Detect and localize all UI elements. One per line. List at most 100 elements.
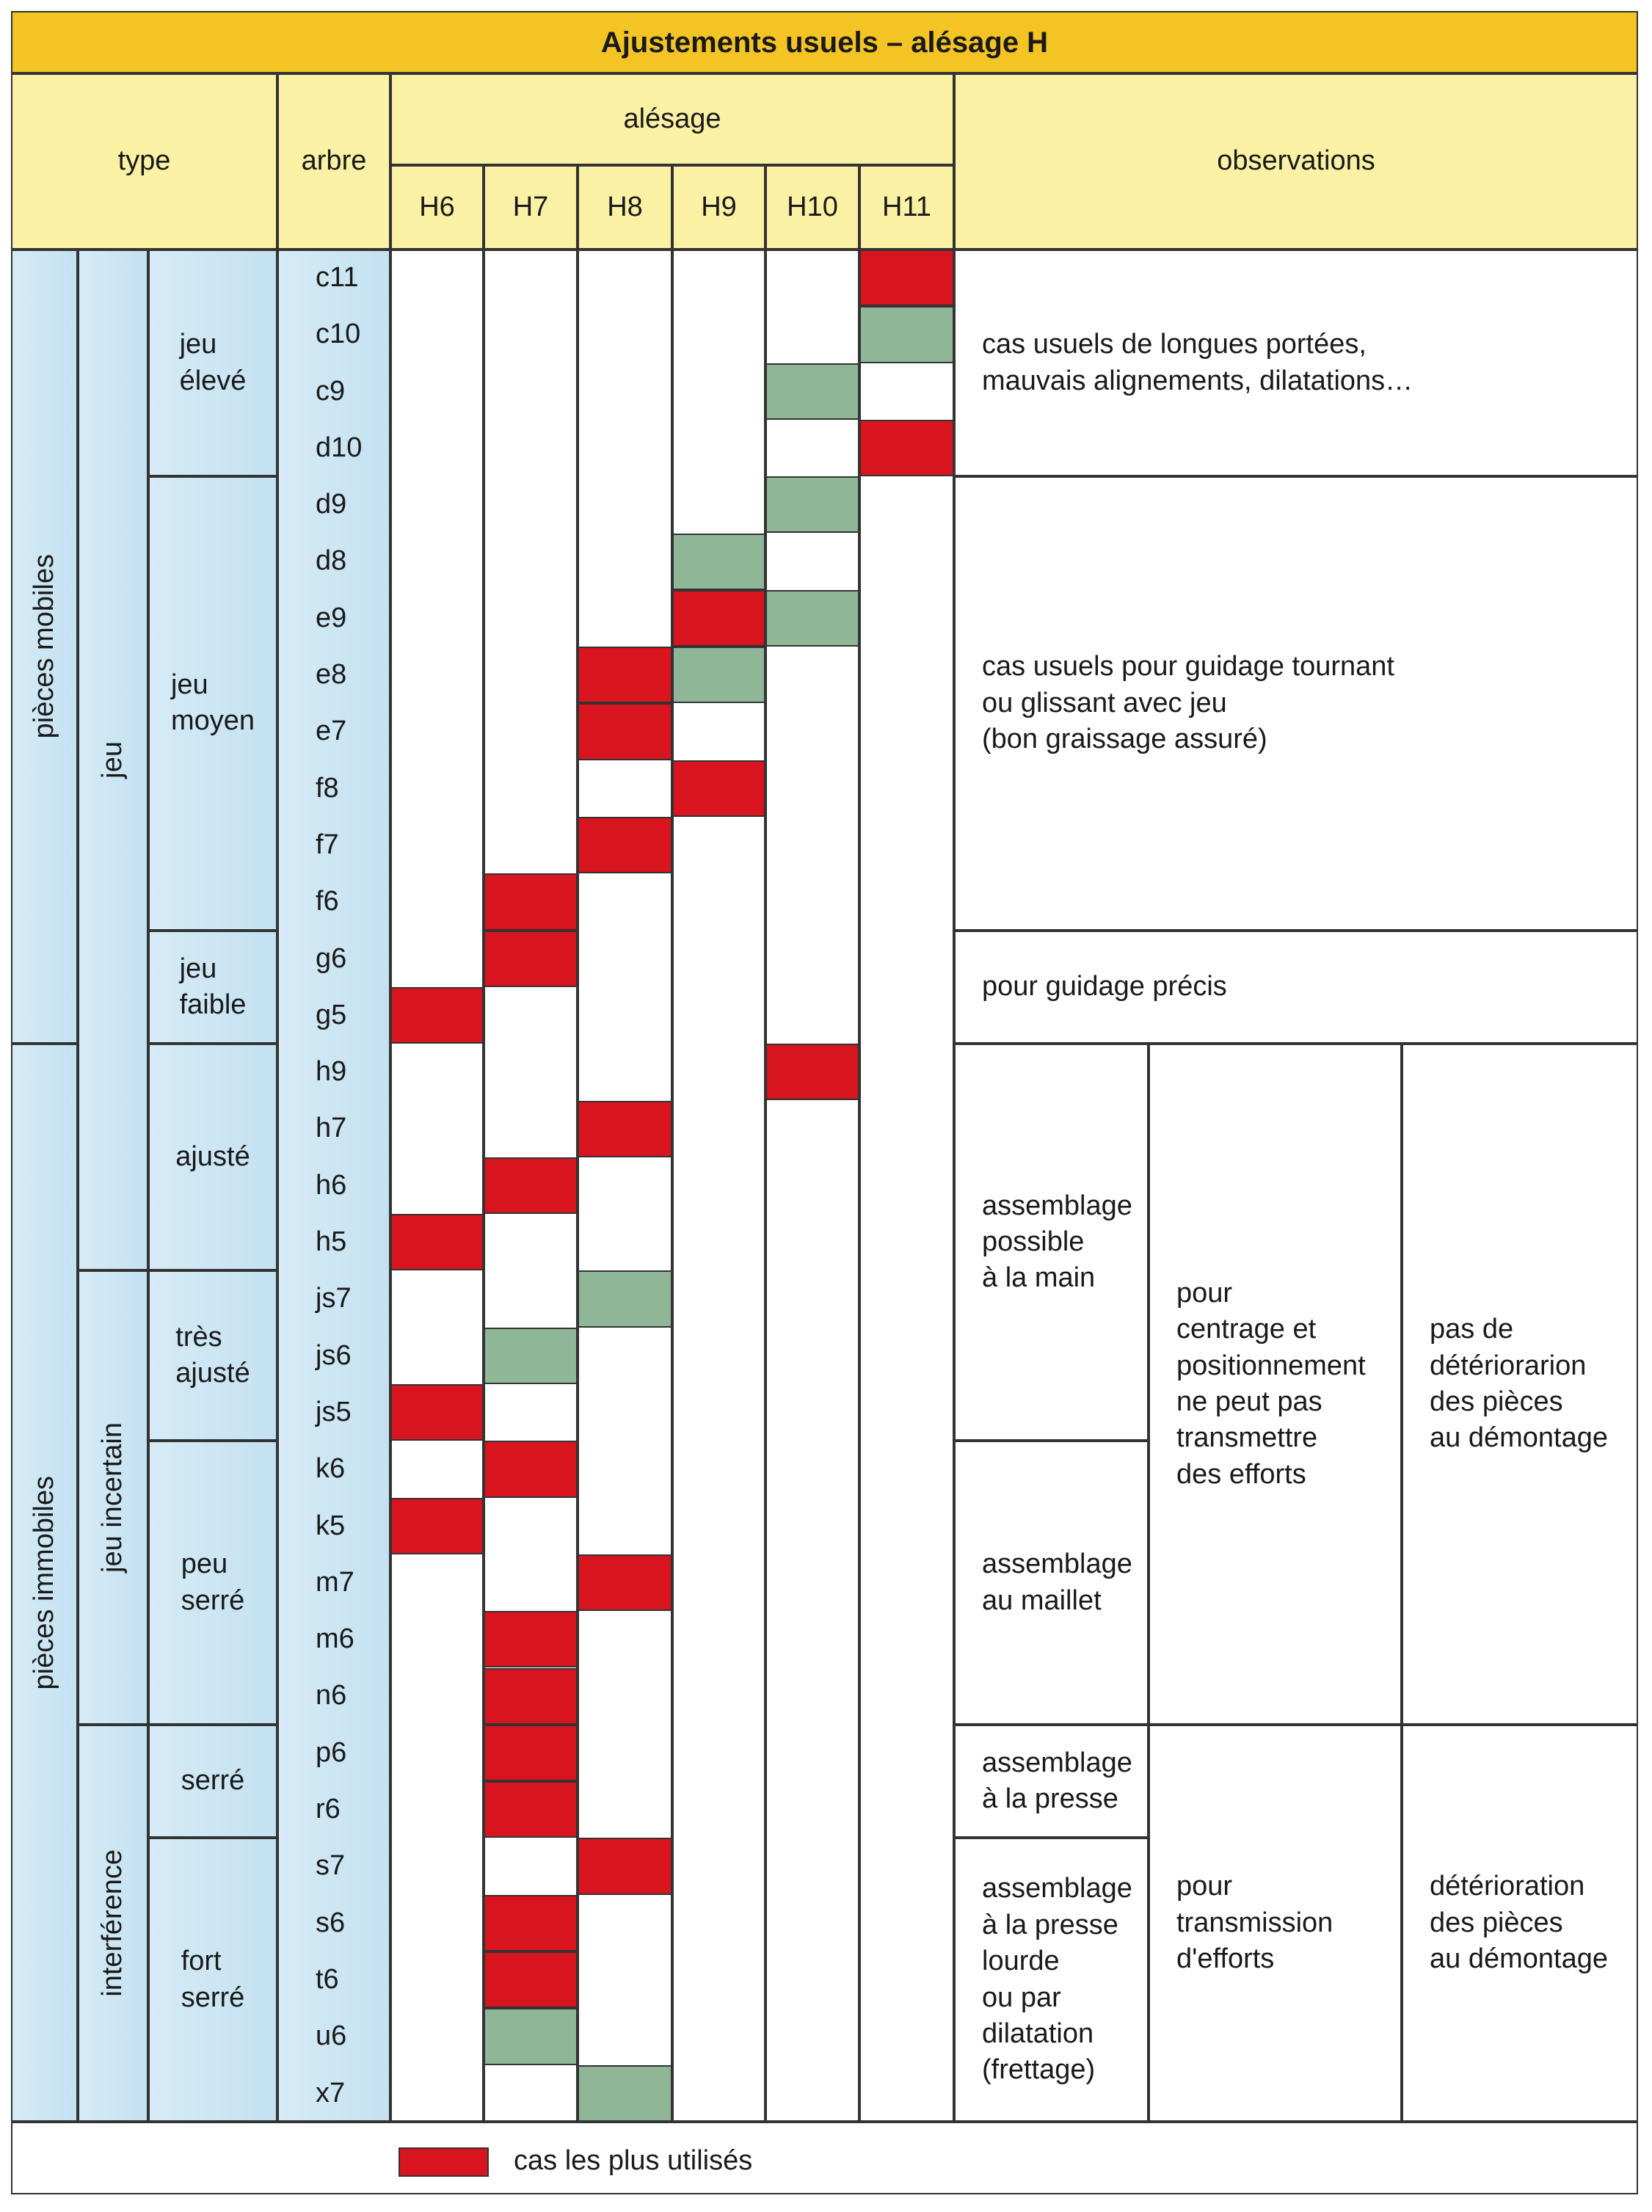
- observation-line: au démontage: [1430, 1422, 1608, 1454]
- arbre-label: c11: [316, 261, 359, 293]
- fit-mark: [484, 873, 578, 931]
- group-cell: fort serré: [148, 1838, 277, 2122]
- group-line: jeu: [179, 329, 217, 360]
- observation-line: transmettre: [1176, 1422, 1318, 1454]
- group-line: jeu: [170, 669, 208, 700]
- arbre-cell: m7: [277, 1554, 390, 1611]
- group-text: jeu faible: [180, 951, 247, 1024]
- observation-line: des efforts: [1176, 1458, 1306, 1490]
- group-cell: très ajusté: [148, 1270, 277, 1441]
- h-column: [672, 250, 765, 2122]
- observation-cell: cas usuels pour guidage tournant ou gliss…: [954, 476, 1638, 931]
- group-line: ajusté: [175, 1141, 250, 1173]
- header-column: H10: [765, 165, 859, 250]
- arbre-cell: k6: [277, 1441, 390, 1497]
- fit-mark: [672, 589, 765, 647]
- observation-text: pas de détériorarion des pièces au démontag…: [1430, 1311, 1608, 1457]
- arbre-label: p6: [316, 1736, 347, 1768]
- group-line: jeu: [179, 953, 217, 984]
- group-label: interférence: [97, 1849, 128, 1997]
- group-text: jeu moyen: [171, 667, 255, 740]
- header-observations: observations: [954, 73, 1638, 250]
- observation-line: pour: [1176, 1277, 1233, 1309]
- header-type: type: [11, 73, 277, 250]
- fit-mark: [578, 1270, 672, 1328]
- observation-line: assemblage: [982, 1549, 1132, 1580]
- group-line: peu: [181, 1549, 228, 1580]
- observation-cell: assemblage à la presse: [954, 1724, 1149, 1838]
- fit-mark: [484, 1667, 578, 1725]
- observation-line: lourde: [982, 1946, 1060, 1977]
- arbre-label: g6: [316, 942, 347, 974]
- fit-mark: [484, 930, 578, 987]
- arbre-cell: d8: [277, 534, 390, 590]
- arbre-label: h9: [316, 1056, 347, 1088]
- header-text: observations: [1217, 145, 1375, 177]
- group-cell: interférence: [78, 1724, 148, 2122]
- fit-mark: [578, 2064, 672, 2122]
- observation-line: assemblage: [982, 1873, 1132, 1904]
- group-label: jeu incertain: [97, 1422, 128, 1573]
- arbre-label: js7: [316, 1283, 352, 1314]
- header-text: arbre: [301, 145, 367, 177]
- observation-line: ne peut pas: [1176, 1386, 1322, 1417]
- observation-line: transmission: [1176, 1907, 1333, 1938]
- observation-cell: cas usuels de longues portées, mauvais al…: [954, 250, 1638, 477]
- arbre-label: m6: [316, 1623, 354, 1655]
- arbre-cell: s6: [277, 1895, 390, 1951]
- legend-label: cas les plus utilisés: [514, 2145, 753, 2177]
- arbre-label: n6: [316, 1680, 347, 1711]
- arbre-cell: x7: [277, 2065, 390, 2122]
- arbre-label: d10: [316, 432, 363, 463]
- observation-text: pour transmission d'efforts: [1176, 1869, 1333, 1977]
- arbre-cell: e8: [277, 647, 390, 703]
- arbre-label: s7: [316, 1850, 346, 1882]
- arbre-cell: h7: [277, 1101, 390, 1157]
- group-line: serré: [181, 1982, 245, 2013]
- arbre-cell: c9: [277, 363, 390, 420]
- observation-cell: assemblage possible à la main: [954, 1044, 1149, 1441]
- observation-line: des pièces: [1430, 1907, 1563, 1938]
- arbre-label: m7: [316, 1566, 354, 1598]
- arbre-cell: d9: [277, 476, 390, 533]
- arbre-cell: d10: [277, 420, 390, 476]
- group-line: serré: [181, 1765, 245, 1797]
- group-cell: pièces immobiles: [11, 1044, 78, 2122]
- observation-line: pour: [1176, 1871, 1233, 1902]
- arbre-label: x7: [316, 2077, 346, 2109]
- fit-mark: [484, 1611, 578, 1668]
- observation-line: mauvais alignements, dilatations…: [982, 365, 1413, 396]
- group-cell: serré: [148, 1724, 277, 1838]
- fit-mark: [390, 986, 484, 1044]
- arbre-cell: p6: [277, 1725, 390, 1781]
- arbre-column: [277, 250, 390, 2122]
- title: Ajustements usuels – alésage H: [600, 26, 1049, 59]
- observation-line: (frettage): [982, 2054, 1096, 2086]
- group-line: serré: [181, 1585, 245, 1616]
- arbre-cell: c10: [277, 306, 390, 363]
- fit-mark: [484, 1441, 578, 1498]
- arbre-cell: g5: [277, 987, 390, 1044]
- header-text: H9: [701, 191, 737, 222]
- arbre-cell: h9: [277, 1044, 390, 1100]
- arbre-label: js6: [316, 1339, 352, 1371]
- arbre-label: f7: [316, 829, 339, 860]
- observation-cell: pas de détériorarion des pièces au démontag…: [1402, 1044, 1638, 1725]
- arbre-label: e7: [316, 716, 347, 747]
- arbre-label: s6: [316, 1907, 346, 1938]
- observation-line: des pièces: [1430, 1386, 1563, 1417]
- arbre-label: f8: [316, 772, 339, 804]
- observation-line: pour guidage précis: [982, 971, 1227, 1003]
- legend-row: [11, 2121, 1638, 2194]
- group-text: très ajusté: [175, 1320, 250, 1392]
- arbre-label: f6: [316, 886, 339, 917]
- fit-mark: [765, 476, 859, 534]
- header-column: H11: [859, 165, 954, 250]
- h-column: [578, 250, 672, 2122]
- observation-line: ou glissant avec jeu: [982, 687, 1227, 718]
- arbre-label: c9: [316, 375, 346, 407]
- arbre-cell: js6: [277, 1328, 390, 1384]
- header-text: alésage: [623, 103, 721, 134]
- group-label: pièces mobiles: [28, 554, 59, 739]
- arbre-cell: f6: [277, 873, 390, 930]
